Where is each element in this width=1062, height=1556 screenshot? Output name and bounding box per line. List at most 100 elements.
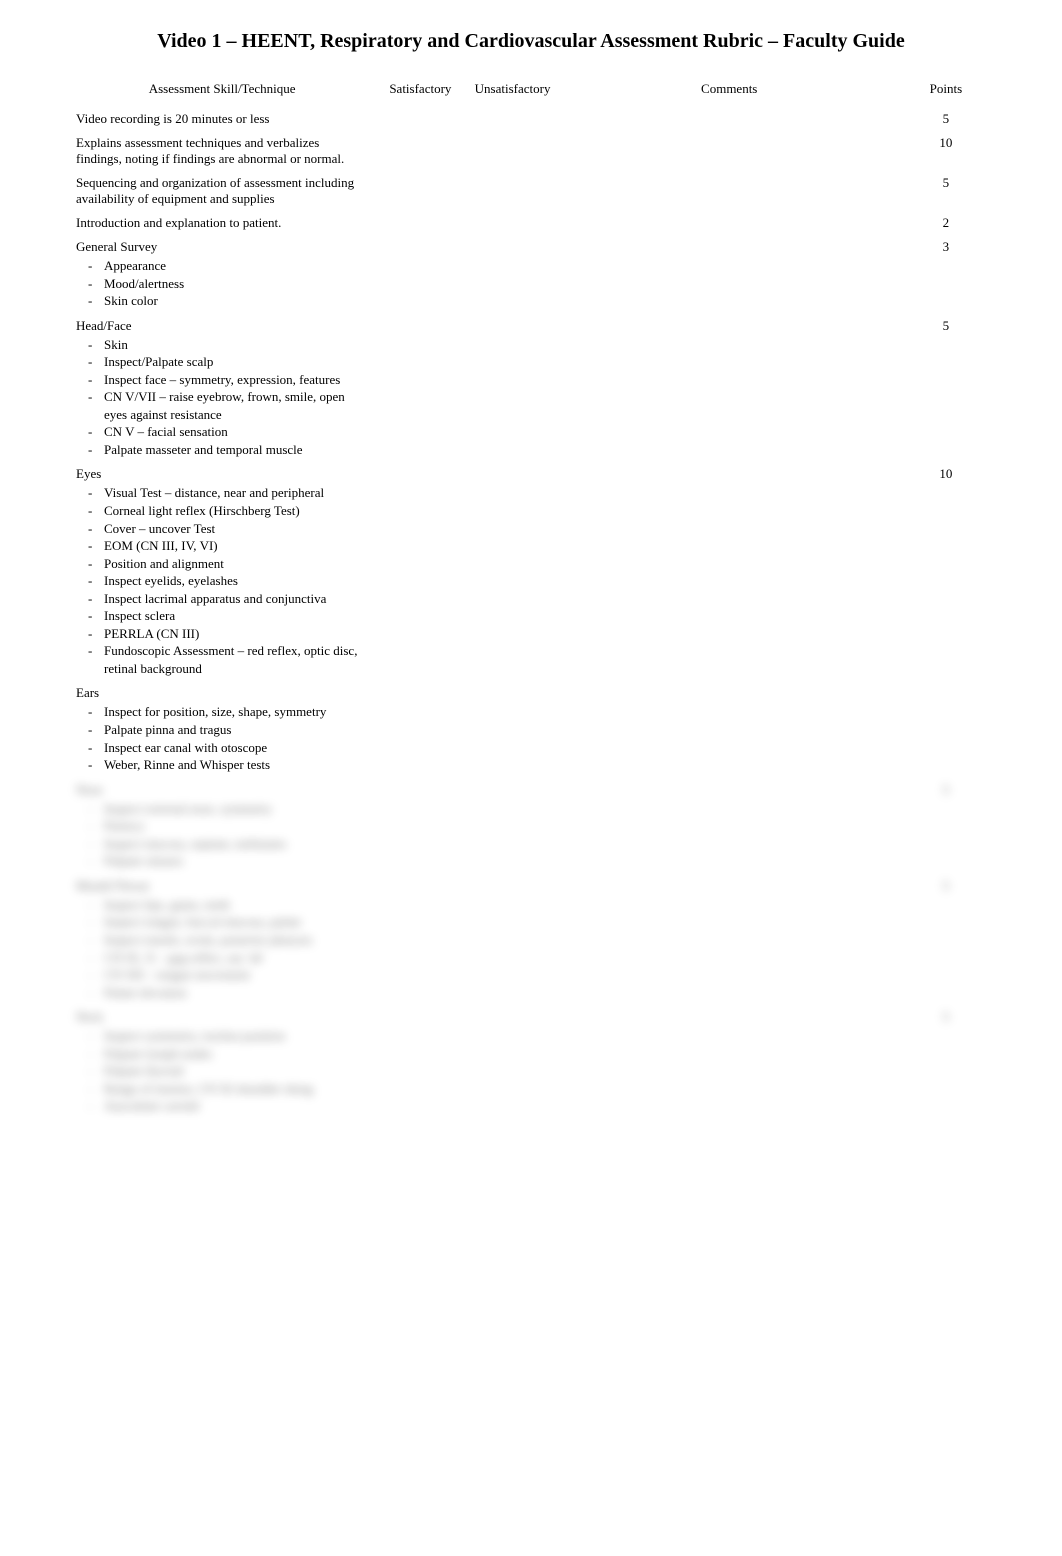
col-header-satisfactory: Satisfactory (374, 77, 466, 107)
list-item: Inspect tongue, buccal mucosa, palate (104, 913, 368, 931)
skill-cell: General Survey AppearanceMood/alertnessSk… (70, 235, 374, 314)
unsatisfactory-cell (466, 874, 558, 1005)
item-list: Inspect for position, size, shape, symme… (76, 703, 368, 773)
list-item: Inspect lips, gums, teeth (104, 896, 368, 914)
satisfactory-cell (374, 171, 466, 211)
unsatisfactory-cell (466, 681, 558, 777)
list-item: Inspect face – symmetry, expression, fea… (104, 371, 368, 389)
unsatisfactory-cell (466, 778, 558, 874)
list-item: Range of motion, CN XI shoulder shrug (104, 1080, 368, 1098)
points-cell: 2 (900, 211, 992, 235)
table-row: Nose Inspect external nose, symmetryPaten… (70, 778, 992, 874)
skill-text: Video recording is 20 minutes or less (76, 111, 368, 127)
list-item: Palpate thyroid (104, 1062, 368, 1080)
list-item: Palate elevation (104, 984, 368, 1002)
list-item: Inspect mucosa, septum, turbinates (104, 835, 368, 853)
list-item: Palpate lymph nodes (104, 1045, 368, 1063)
comments-cell (559, 131, 900, 171)
list-item: Mood/alertness (104, 275, 368, 293)
item-list: SkinInspect/Palpate scalpInspect face – … (76, 336, 368, 459)
comments-cell (559, 874, 900, 1005)
section-heading: Nose (76, 782, 368, 798)
points-cell: 5 (900, 171, 992, 211)
comments-cell (559, 235, 900, 314)
list-item: Inspect external nose, symmetry (104, 800, 368, 818)
comments-cell (559, 681, 900, 777)
satisfactory-cell (374, 874, 466, 1005)
list-item: Palpate sinuses (104, 852, 368, 870)
satisfactory-cell (374, 1005, 466, 1119)
table-header-row: Assessment Skill/Technique Satisfactory … (70, 77, 992, 107)
skill-cell: Nose Inspect external nose, symmetryPaten… (70, 778, 374, 874)
comments-cell (559, 1005, 900, 1119)
list-item: Inspect ear canal with otoscope (104, 739, 368, 757)
list-item: CN V – facial sensation (104, 423, 368, 441)
list-item: Inspect for position, size, shape, symme… (104, 703, 368, 721)
table-row: Mouth/ThroatInspect lips, gums, teethIns… (70, 874, 992, 1005)
table-row: General Survey AppearanceMood/alertnessSk… (70, 235, 992, 314)
comments-cell (559, 107, 900, 131)
table-row: Eyes Visual Test – distance, near and per… (70, 462, 992, 681)
points-cell: 3 (900, 235, 992, 314)
points-cell: 5 (900, 874, 992, 1005)
points-cell: 10 (900, 462, 992, 681)
satisfactory-cell (374, 462, 466, 681)
page: Video 1 – HEENT, Respiratory and Cardiov… (0, 0, 1062, 1159)
list-item: Visual Test – distance, near and periphe… (104, 484, 368, 502)
col-header-comments: Comments (559, 77, 900, 107)
table-row: Video recording is 20 minutes or less 5 (70, 107, 992, 131)
points-cell: 5 (900, 314, 992, 463)
list-item: Position and alignment (104, 555, 368, 573)
col-header-unsatisfactory: Unsatisfactory (466, 77, 558, 107)
item-list: Visual Test – distance, near and periphe… (76, 484, 368, 677)
unsatisfactory-cell (466, 235, 558, 314)
satisfactory-cell (374, 681, 466, 777)
section-heading: Ears (76, 685, 368, 701)
page-title: Video 1 – HEENT, Respiratory and Cardiov… (70, 30, 992, 53)
table-row: Introduction and explanation to patient.… (70, 211, 992, 235)
col-header-skill: Assessment Skill/Technique (70, 77, 374, 107)
list-item: Inspect eyelids, eyelashes (104, 572, 368, 590)
list-item: Inspect symmetry, trachea position (104, 1027, 368, 1045)
list-item: Cover – uncover Test (104, 520, 368, 538)
satisfactory-cell (374, 314, 466, 463)
list-item: Inspect lacrimal apparatus and conjuncti… (104, 590, 368, 608)
list-item: Skin color (104, 292, 368, 310)
skill-text: Sequencing and organization of assessmen… (76, 175, 368, 207)
comments-cell (559, 462, 900, 681)
item-list: Inspect symmetry, trachea positionPalpat… (76, 1027, 368, 1115)
skill-cell: Mouth/ThroatInspect lips, gums, teethIns… (70, 874, 374, 1005)
unsatisfactory-cell (466, 314, 558, 463)
section-heading: General Survey (76, 239, 368, 255)
rubric-table: Assessment Skill/Technique Satisfactory … (70, 77, 992, 1119)
unsatisfactory-cell (466, 171, 558, 211)
section-heading: Head/Face (76, 318, 368, 334)
skill-cell: Video recording is 20 minutes or less (70, 107, 374, 131)
points-cell: 10 (900, 131, 992, 171)
unsatisfactory-cell (466, 211, 558, 235)
section-heading: Neck (76, 1009, 368, 1025)
points-cell: 5 (900, 1005, 992, 1119)
table-row: Head/Face SkinInspect/Palpate scalpInspec… (70, 314, 992, 463)
list-item: Skin (104, 336, 368, 354)
list-item: Weber, Rinne and Whisper tests (104, 756, 368, 774)
col-header-points: Points (900, 77, 992, 107)
skill-cell: Introduction and explanation to patient. (70, 211, 374, 235)
list-item: Patency (104, 817, 368, 835)
list-item: Auscultate carotid (104, 1097, 368, 1115)
skill-text: Explains assessment techniques and verba… (76, 135, 368, 167)
unsatisfactory-cell (466, 107, 558, 131)
list-item: Corneal light reflex (Hirschberg Test) (104, 502, 368, 520)
points-cell: 5 (900, 107, 992, 131)
list-item: CN IX, X – gag reflex, say 'ah' (104, 949, 368, 967)
section-heading: Eyes (76, 466, 368, 482)
list-item: Inspect/Palpate scalp (104, 353, 368, 371)
comments-cell (559, 314, 900, 463)
list-item: Inspect sclera (104, 607, 368, 625)
table-row: NeckInspect symmetry, trachea positionPa… (70, 1005, 992, 1119)
skill-text: Introduction and explanation to patient. (76, 215, 368, 231)
list-item: Appearance (104, 257, 368, 275)
list-item: Fundoscopic Assessment – red reflex, opt… (104, 642, 368, 677)
satisfactory-cell (374, 211, 466, 235)
unsatisfactory-cell (466, 1005, 558, 1119)
